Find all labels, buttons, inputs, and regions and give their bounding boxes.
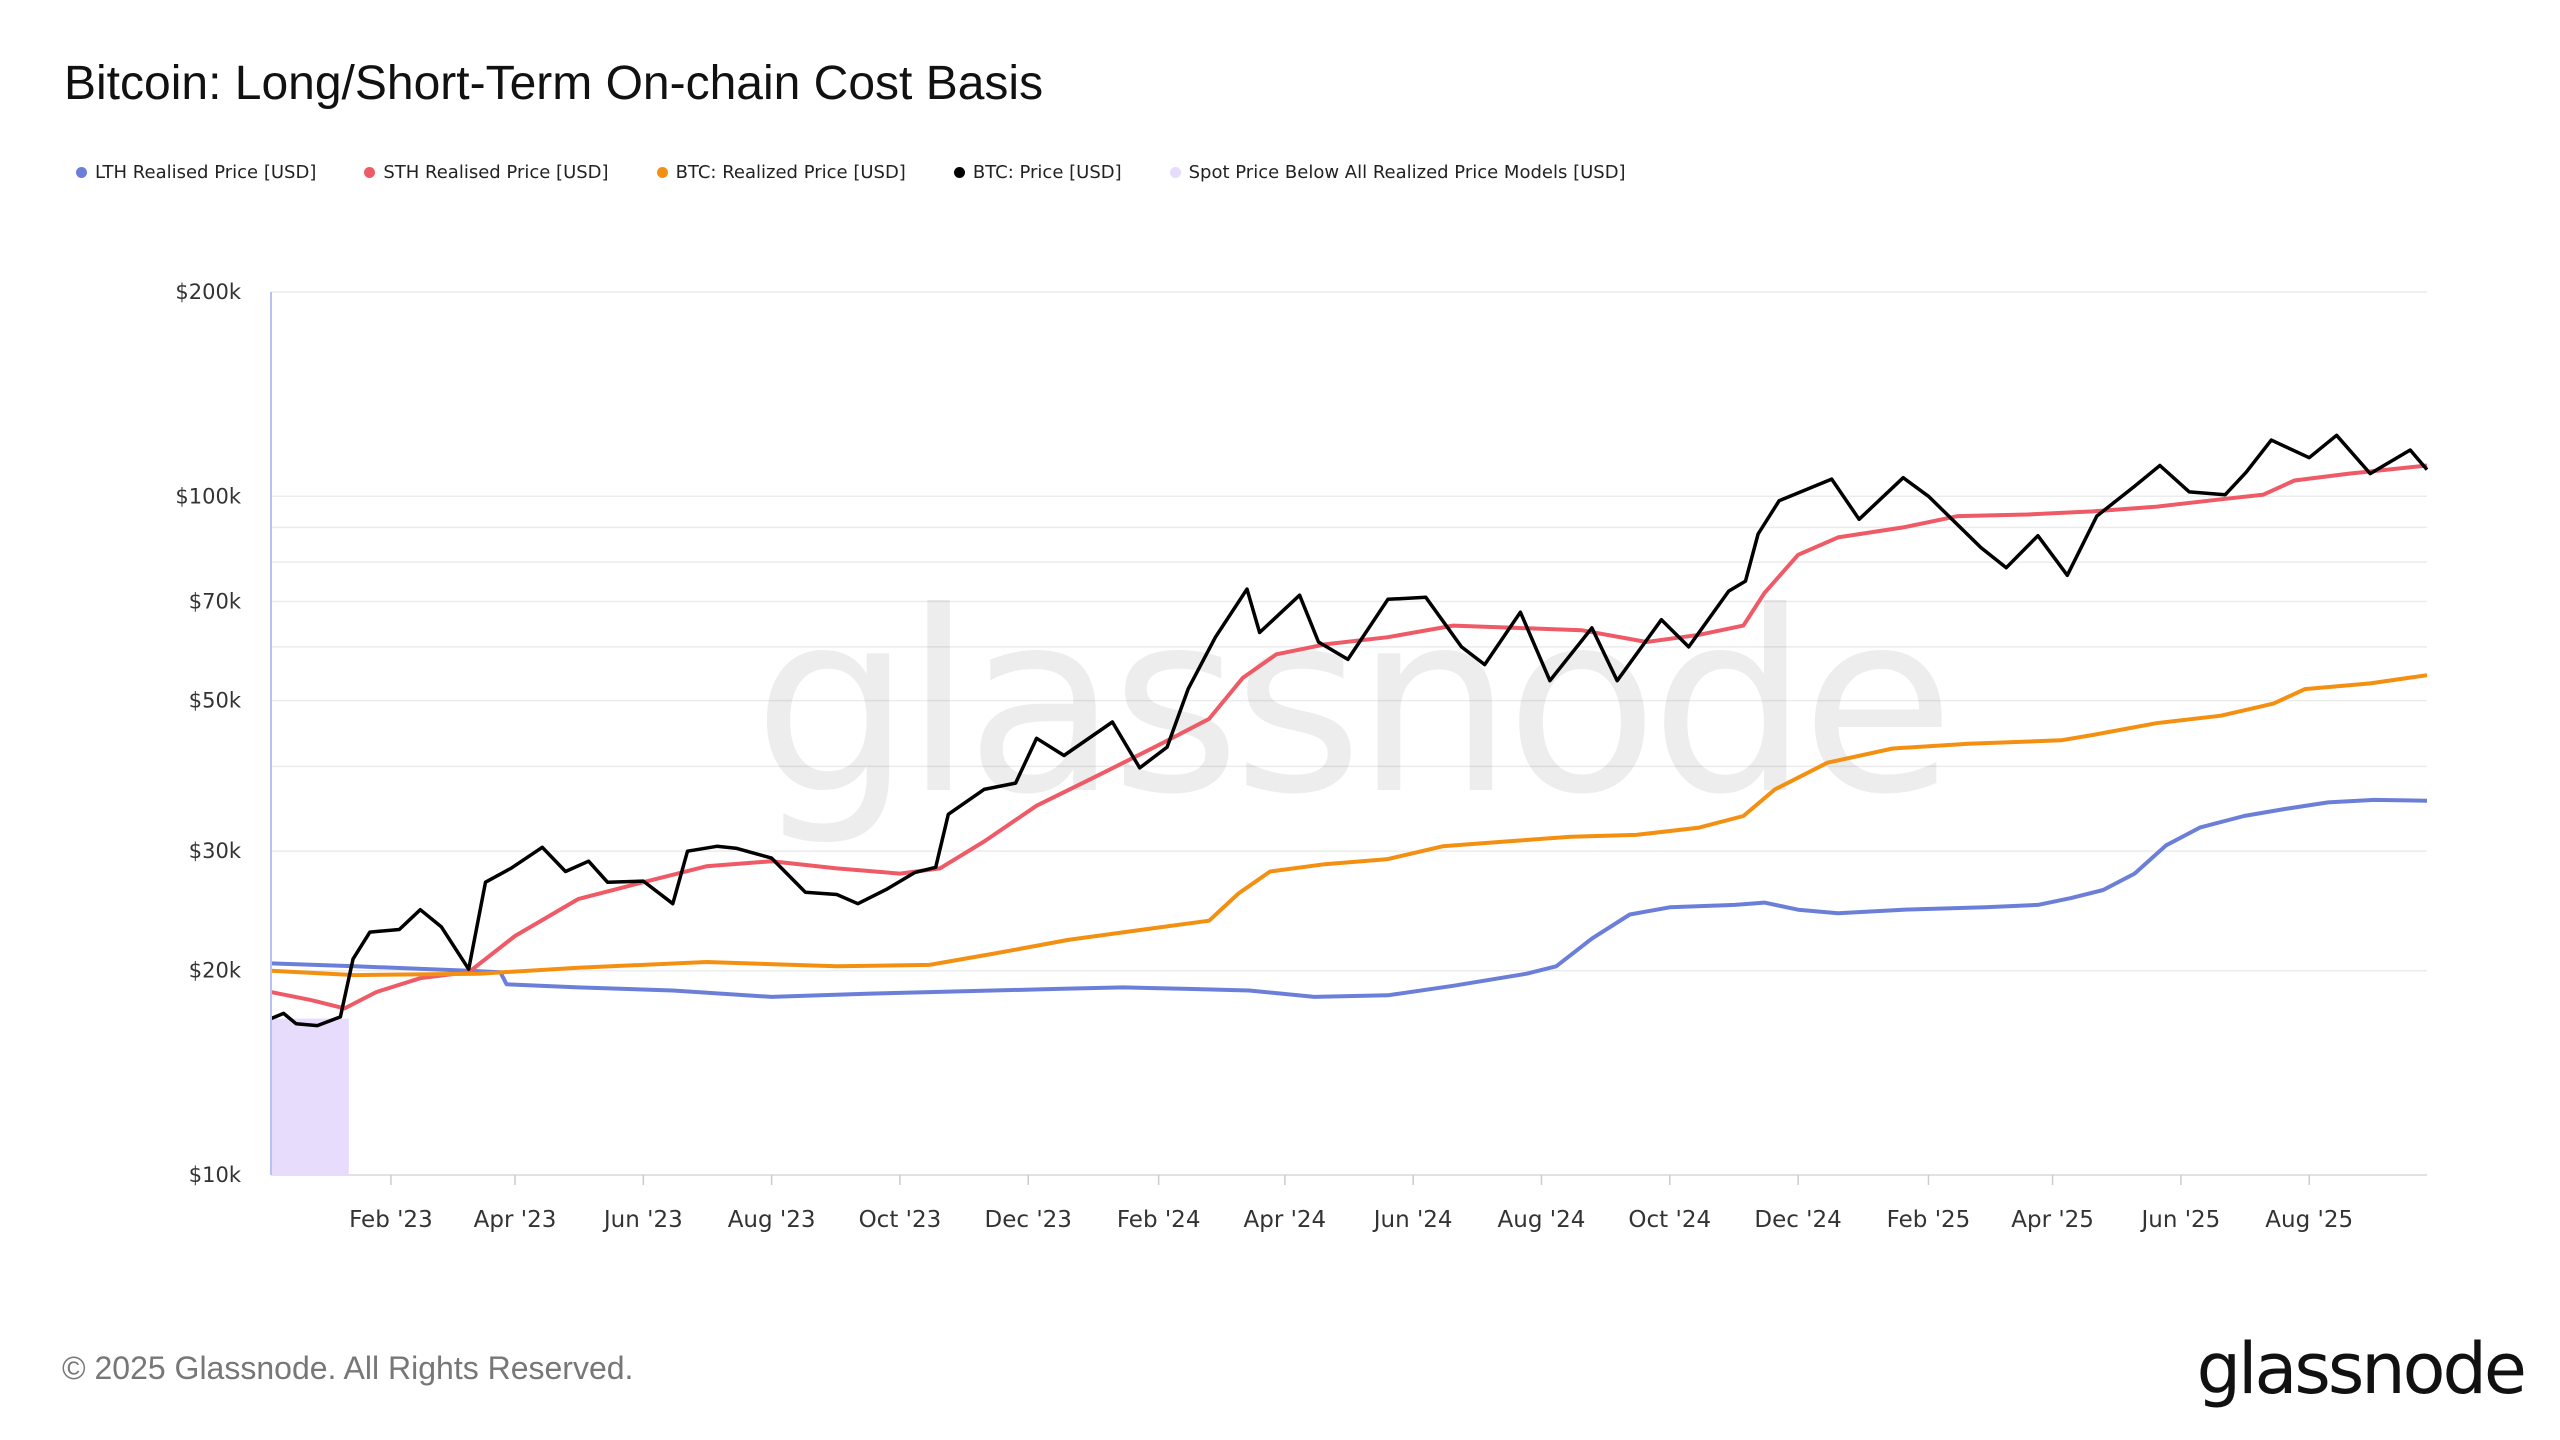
x-tick-label: Jun '25 [2139, 1207, 2220, 1233]
x-tick-label: Oct '24 [1628, 1207, 1711, 1233]
realized-price-line [270, 673, 2428, 978]
spot-below-realized-shade [271, 1018, 349, 1175]
x-tick-label: Apr '25 [2011, 1207, 2094, 1233]
y-tick-label: $10k [189, 1163, 242, 1187]
shaded-regions [271, 1018, 349, 1175]
legend-dot-icon [364, 167, 376, 178]
x-tick-label: Dec '23 [985, 1207, 1072, 1233]
x-tick-label: Apr '23 [474, 1207, 557, 1233]
legend-label: LTH Realised Price [USD] [95, 162, 317, 183]
copyright-footer: © 2025 Glassnode. All Rights Reserved. [62, 1350, 634, 1386]
legend-item-spot-below[interactable]: Spot Price Below All Realized Price Mode… [1169, 162, 1626, 183]
y-tick-label: $50k [189, 689, 242, 713]
legend-label: Spot Price Below All Realized Price Mode… [1188, 162, 1626, 183]
x-tick-label: Oct '23 [859, 1207, 942, 1233]
legend: LTH Realised Price [USD] STH Realised Pr… [76, 162, 1626, 183]
chart-title: Bitcoin: Long/Short-Term On-chain Cost B… [64, 57, 1044, 110]
legend-label: BTC: Realized Price [USD] [675, 162, 906, 183]
legend-dot-icon [76, 167, 87, 178]
lth-realised-price-line [270, 797, 2428, 999]
x-tick-label: Jun '24 [1372, 1207, 1453, 1233]
y-tick-label: $200k [175, 280, 241, 304]
x-tick-label: Dec '24 [1754, 1207, 1841, 1233]
watermark: glassnode [753, 558, 1947, 849]
y-tick-label: $100k [175, 484, 241, 508]
legend-dot-icon [953, 167, 965, 178]
legend-label: STH Realised Price [USD] [383, 162, 609, 183]
x-tick-label: Jun '23 [602, 1207, 683, 1233]
legend-item-realized[interactable]: BTC: Realized Price [USD] [656, 162, 906, 183]
x-tick-label: Apr '24 [1243, 1207, 1326, 1233]
legend-item-lth[interactable]: LTH Realised Price [USD] [76, 162, 316, 183]
y-tick-label: $30k [189, 839, 242, 863]
grid-lines [271, 291, 2427, 1176]
btc-price-line [270, 433, 2429, 1028]
x-tick-label: Aug '24 [1498, 1207, 1586, 1233]
y-tick-label: $70k [189, 589, 242, 613]
legend-label: BTC: Price [USD] [972, 162, 1122, 183]
x-tick-label: Aug '23 [728, 1207, 816, 1233]
chart-plot: glassnode $200k $100k $70k $50k $30k $20k $10k… [175, 280, 2429, 1233]
series-lines [270, 433, 2429, 1028]
legend-dot-icon [656, 167, 668, 178]
legend-dot-icon [1169, 167, 1181, 178]
y-tick-label: $20k [189, 959, 242, 983]
legend-item-price[interactable]: BTC: Price [USD] [953, 162, 1122, 183]
x-tick-label: Feb '23 [349, 1207, 433, 1233]
axes: $200k $100k $70k $50k $30k $20k $10k Feb '23 Apr… [175, 280, 2353, 1233]
x-tick-label: Feb '24 [1117, 1207, 1201, 1233]
x-tick-label: Aug '25 [2265, 1207, 2353, 1233]
legend-item-sth[interactable]: STH Realised Price [USD] [364, 162, 609, 183]
sth-realised-price-line [270, 463, 2428, 1011]
x-tick-label: Feb '25 [1887, 1207, 1971, 1233]
glassnode-logo: glassnode [2196, 1328, 2527, 1410]
